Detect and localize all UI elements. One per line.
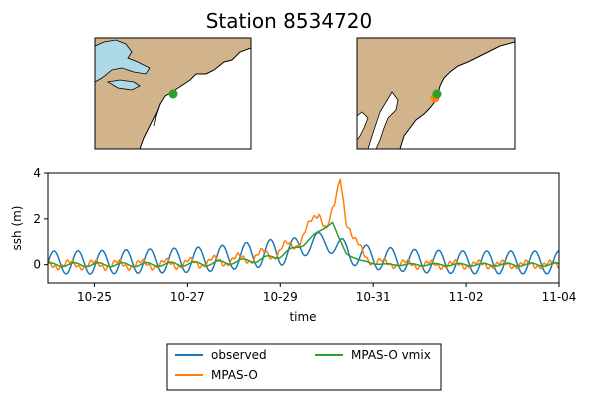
regional-map: [94, 37, 252, 150]
series-line-observed: [48, 231, 559, 275]
y-tick-label: 4: [33, 166, 41, 180]
bay-water: [357, 111, 369, 141]
x-tick-label: 10-27: [170, 290, 205, 304]
x-axis: 10-25 10-27 10-29 10-31 11-02 11-04: [77, 283, 576, 304]
station-marker: [432, 89, 442, 99]
legend: observed MPAS-O MPAS-O vmix: [166, 343, 442, 391]
timeseries-plot: 10-25 10-27 10-29 10-31 11-02 11-04 024 time …: [10, 166, 576, 324]
series-line-mpas-o-vmix: [48, 221, 559, 268]
x-axis-label: time: [289, 310, 316, 324]
map-frame: [94, 37, 252, 150]
plot-frame: [47, 172, 560, 284]
x-tick-label: 11-04: [542, 290, 577, 304]
legend-label: observed: [211, 348, 267, 362]
y-tick-label: 0: [33, 258, 41, 272]
y-axis: 0 2 4: [33, 166, 48, 272]
figure-title: Station 8534720: [206, 9, 373, 33]
bay-water: [367, 91, 399, 149]
great-lakes-east: [106, 79, 141, 91]
river-estuary: [153, 103, 161, 127]
y-axis-label: ssh (m): [10, 206, 24, 251]
local-map: [356, 37, 516, 150]
x-tick-label: 11-02: [449, 290, 484, 304]
legend-label: MPAS-O: [211, 368, 258, 382]
x-tick-label: 10-25: [77, 290, 112, 304]
y-tick-label: 2: [33, 212, 41, 226]
station-marker: [168, 89, 178, 99]
series-layer: [48, 178, 559, 275]
x-tick-label: 10-29: [263, 290, 298, 304]
x-tick-label: 10-31: [356, 290, 391, 304]
map-frame: [356, 37, 516, 150]
legend-label: MPAS-O vmix: [351, 348, 431, 362]
great-lakes: [95, 39, 151, 83]
legend-frame: [166, 343, 442, 391]
